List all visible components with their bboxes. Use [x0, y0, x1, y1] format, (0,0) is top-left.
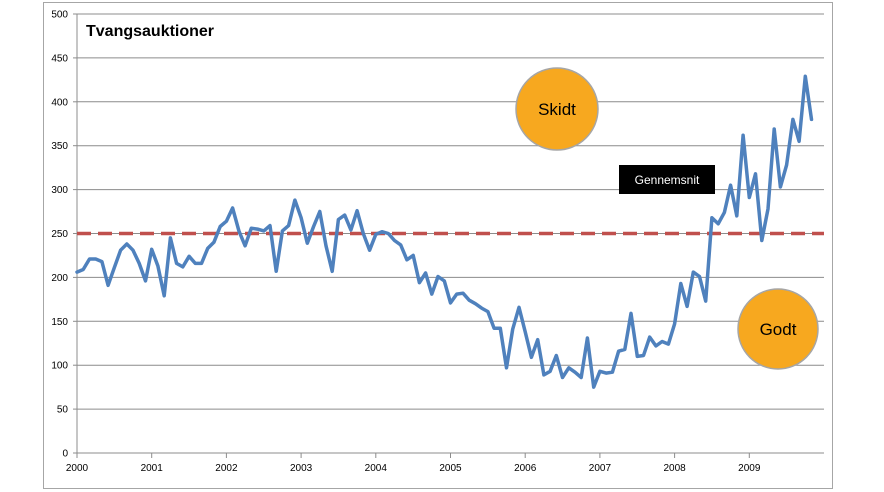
y-tick-label: 0: [62, 449, 68, 460]
x-tick-label: 2002: [215, 463, 238, 474]
y-tick-label: 400: [51, 97, 68, 108]
x-tick-label: 2004: [365, 463, 388, 474]
y-tick-label: 350: [51, 141, 68, 152]
godt-bubble-label: Godt: [760, 320, 797, 339]
y-tick-label: 450: [51, 53, 68, 64]
x-tick-label: 2009: [738, 463, 761, 474]
chart-title: Tvangsauktioner: [86, 23, 214, 40]
legend-box: [619, 165, 715, 194]
x-tick-label: 2008: [663, 463, 686, 474]
y-tick-label: 150: [51, 317, 68, 328]
x-tick-label: 2007: [589, 463, 612, 474]
skidt-bubble: [515, 67, 599, 151]
x-tick-label: 2003: [290, 463, 313, 474]
y-tick-label: 50: [57, 405, 69, 416]
y-tick-label: 500: [51, 10, 68, 21]
x-tick-label: 2006: [514, 463, 537, 474]
tvangsauktioner-series-line: [75, 74, 814, 389]
x-tick-label: 2000: [66, 463, 89, 474]
y-tick-label: 250: [51, 229, 68, 240]
chart-frame: [43, 2, 833, 489]
y-tick-label: 100: [51, 361, 68, 372]
x-tick-label: 2001: [141, 463, 164, 474]
skidt-bubble-label: Skidt: [538, 100, 576, 119]
y-tick-label: 200: [51, 273, 68, 284]
legend-label: Gennemsnit: [635, 173, 700, 187]
x-tick-label: 2005: [439, 463, 462, 474]
godt-bubble: [737, 288, 819, 370]
y-tick-label: 300: [51, 185, 68, 196]
